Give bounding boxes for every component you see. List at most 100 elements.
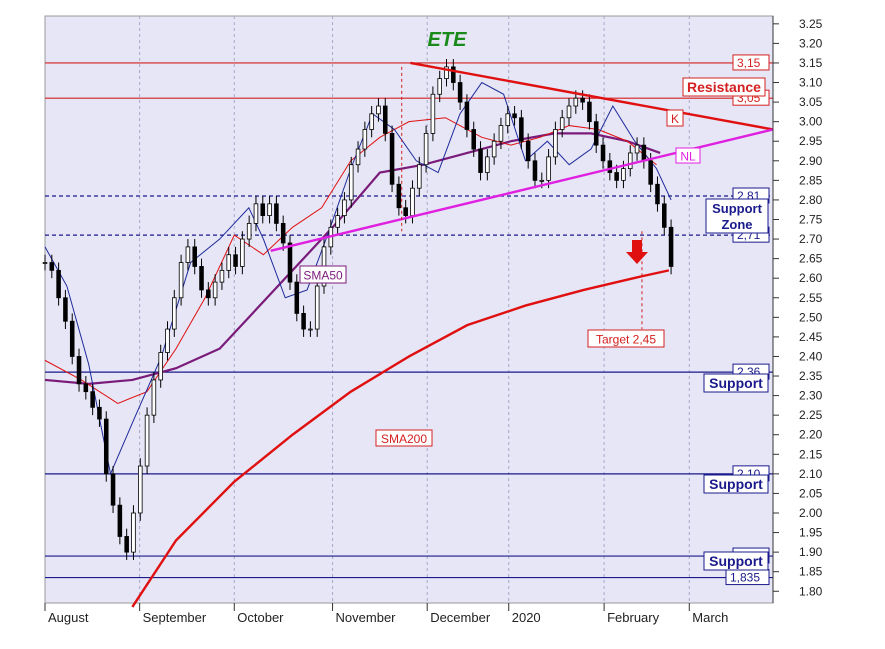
candle-body bbox=[165, 328, 170, 353]
candle-body bbox=[648, 160, 653, 185]
k-label-box bbox=[666, 109, 684, 127]
month-label: September bbox=[143, 610, 207, 625]
candle-body bbox=[512, 113, 517, 119]
annotations: Resistance K NL SMA50 SMA200 Target 2,45 Suppo… bbox=[299, 66, 769, 571]
candle-body bbox=[260, 203, 266, 216]
candle-body bbox=[76, 356, 82, 385]
candle-body bbox=[457, 82, 463, 103]
candle-body bbox=[63, 297, 68, 322]
nl-label-box bbox=[675, 147, 701, 164]
candle-body bbox=[69, 320, 75, 357]
candle-body bbox=[607, 160, 613, 173]
trendline bbox=[410, 61, 774, 131]
candle-body bbox=[206, 289, 211, 299]
y-tick-label: 2.50 bbox=[799, 310, 823, 324]
candle-body bbox=[573, 97, 579, 107]
candle-body bbox=[199, 266, 204, 291]
target-label-box bbox=[587, 329, 665, 348]
support-label-2: Support bbox=[709, 476, 763, 492]
support-label-2-box bbox=[703, 474, 769, 494]
candle-body bbox=[49, 262, 55, 271]
y-tick-label: 2.85 bbox=[799, 173, 823, 187]
candle-body bbox=[131, 512, 136, 553]
candle-body bbox=[151, 379, 157, 416]
candle-body bbox=[335, 215, 340, 228]
candle-body bbox=[42, 262, 48, 264]
support-label-3-box bbox=[703, 551, 769, 571]
candle-body bbox=[294, 281, 300, 314]
candle-body bbox=[566, 105, 572, 119]
candle-body bbox=[253, 203, 259, 224]
y-tick-label: 3.05 bbox=[799, 95, 823, 109]
candle-body bbox=[355, 148, 361, 166]
y-tick-label: 2.80 bbox=[799, 193, 823, 207]
level-label: 1,835 bbox=[730, 571, 760, 585]
sma200-label-box bbox=[375, 429, 433, 447]
month-label: February bbox=[607, 610, 660, 625]
candle-body bbox=[525, 140, 531, 162]
y-tick-label: 3.00 bbox=[799, 115, 823, 129]
y-tick-label: 1.90 bbox=[799, 545, 823, 559]
candle-body bbox=[491, 140, 497, 158]
support-label-1: Support bbox=[709, 375, 763, 391]
candle-body bbox=[172, 297, 177, 330]
month-label: November bbox=[336, 610, 397, 625]
candle-body bbox=[267, 203, 272, 216]
candle-body bbox=[280, 223, 286, 244]
candle-body bbox=[233, 254, 238, 267]
candle-body bbox=[90, 391, 95, 408]
candle-body bbox=[451, 66, 456, 83]
candle-body bbox=[110, 473, 116, 506]
y-tick-label: 1.85 bbox=[799, 565, 823, 579]
candle-body bbox=[246, 223, 252, 240]
sma200-label: SMA200 bbox=[381, 432, 427, 446]
chart-title: ETE bbox=[428, 29, 468, 51]
candle-body bbox=[553, 129, 558, 158]
support-zone-box bbox=[705, 198, 769, 234]
sma50-label: SMA50 bbox=[303, 269, 343, 283]
y-tick-label: 2.40 bbox=[799, 349, 823, 363]
candle-body bbox=[219, 269, 225, 283]
candle-body bbox=[662, 203, 667, 228]
candle-body bbox=[144, 414, 150, 467]
candle-body bbox=[539, 179, 545, 182]
nl-label: NL bbox=[680, 150, 696, 164]
y-tick-label: 2.30 bbox=[799, 389, 823, 403]
candle-body bbox=[192, 246, 197, 267]
series-line bbox=[131, 269, 670, 608]
y-tick-label: 3.25 bbox=[799, 17, 823, 31]
candle-body bbox=[655, 183, 660, 205]
support-label-3: Support bbox=[709, 553, 763, 569]
candle-body bbox=[430, 93, 436, 134]
month-label: December bbox=[430, 610, 491, 625]
candle-body bbox=[634, 144, 640, 154]
candle-body bbox=[382, 105, 388, 134]
support-label-1-box bbox=[703, 373, 769, 393]
k-label: K bbox=[671, 112, 679, 126]
y-tick-label: 3.20 bbox=[799, 36, 823, 50]
candle-body bbox=[369, 113, 374, 130]
candle-body bbox=[308, 328, 313, 331]
candle-body bbox=[532, 160, 538, 181]
candle-body bbox=[505, 113, 511, 126]
candle-body bbox=[580, 97, 585, 103]
candle-body bbox=[389, 132, 395, 185]
y-tick-label: 2.25 bbox=[799, 408, 823, 422]
candle-body bbox=[301, 313, 306, 330]
y-tick-label: 2.90 bbox=[799, 154, 823, 168]
candle-body bbox=[376, 105, 381, 115]
candle-body bbox=[212, 281, 218, 299]
y-tick-label: 3.10 bbox=[799, 76, 823, 90]
axes: August September October November December 20… bbox=[44, 16, 823, 625]
y-tick-label: 2.45 bbox=[799, 330, 823, 344]
candle-body bbox=[138, 465, 143, 514]
candle-body bbox=[158, 352, 163, 381]
candle-body bbox=[546, 156, 551, 181]
candle-body bbox=[396, 183, 402, 209]
candle-body bbox=[471, 129, 477, 150]
candle-body bbox=[600, 144, 606, 162]
candle-body bbox=[559, 117, 565, 130]
month-label: October bbox=[237, 610, 284, 625]
